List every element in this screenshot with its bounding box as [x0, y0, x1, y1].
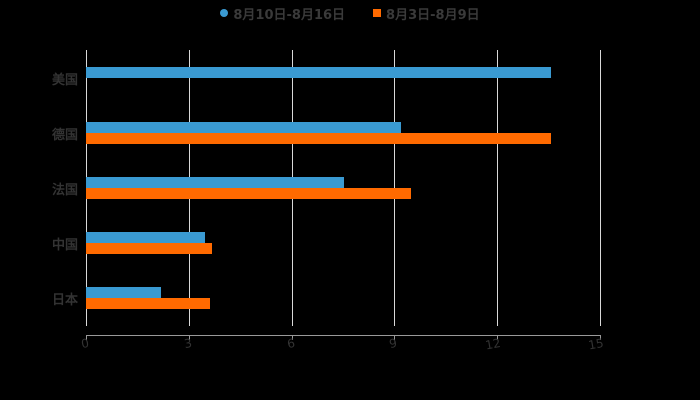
gridline	[497, 50, 498, 326]
bar-series-2[interactable]	[86, 188, 411, 199]
legend-item-series-2[interactable]: 8月3日-8月9日	[373, 4, 480, 23]
x-axis	[86, 335, 601, 336]
y-category-label: 日本	[51, 293, 78, 308]
legend-item-series-1[interactable]: 8月10日-8月16日	[220, 4, 345, 23]
x-tick-label: 6	[286, 336, 297, 352]
y-category-label: 德国	[51, 128, 78, 143]
y-category-label: 中国	[51, 238, 78, 253]
legend-label: 8月3日-8月9日	[386, 7, 480, 23]
x-tick	[394, 335, 395, 340]
legend-circle-icon	[220, 9, 229, 17]
y-category-label: 法国	[51, 183, 78, 198]
gridline	[600, 50, 601, 326]
bar-series-1[interactable]	[86, 122, 401, 133]
legend-label: 8月10日-8月16日	[233, 7, 346, 23]
x-tick	[86, 335, 87, 340]
bar-series-2[interactable]	[86, 298, 211, 309]
bar-series-1[interactable]	[86, 67, 552, 78]
x-tick	[600, 335, 601, 340]
bar-series-1[interactable]	[86, 287, 161, 298]
bar-series-2[interactable]	[86, 243, 212, 254]
x-tick	[292, 335, 293, 340]
x-tick-label: 15	[587, 336, 605, 353]
x-tick	[497, 335, 498, 340]
x-tick-label: 3	[183, 336, 194, 352]
x-tick	[189, 335, 190, 340]
bar-series-1[interactable]	[86, 232, 205, 243]
chart-legend: 8月10日-8月16日 8月3日-8月9日	[0, 3, 700, 23]
x-tick-label: 0	[80, 336, 91, 352]
bar-series-1[interactable]	[86, 177, 345, 188]
y-category-label: 美国	[51, 73, 78, 88]
x-tick-label: 12	[484, 336, 502, 353]
x-tick-label: 9	[388, 336, 399, 352]
bar-series-2[interactable]	[86, 133, 552, 144]
legend-square-icon	[373, 9, 382, 17]
